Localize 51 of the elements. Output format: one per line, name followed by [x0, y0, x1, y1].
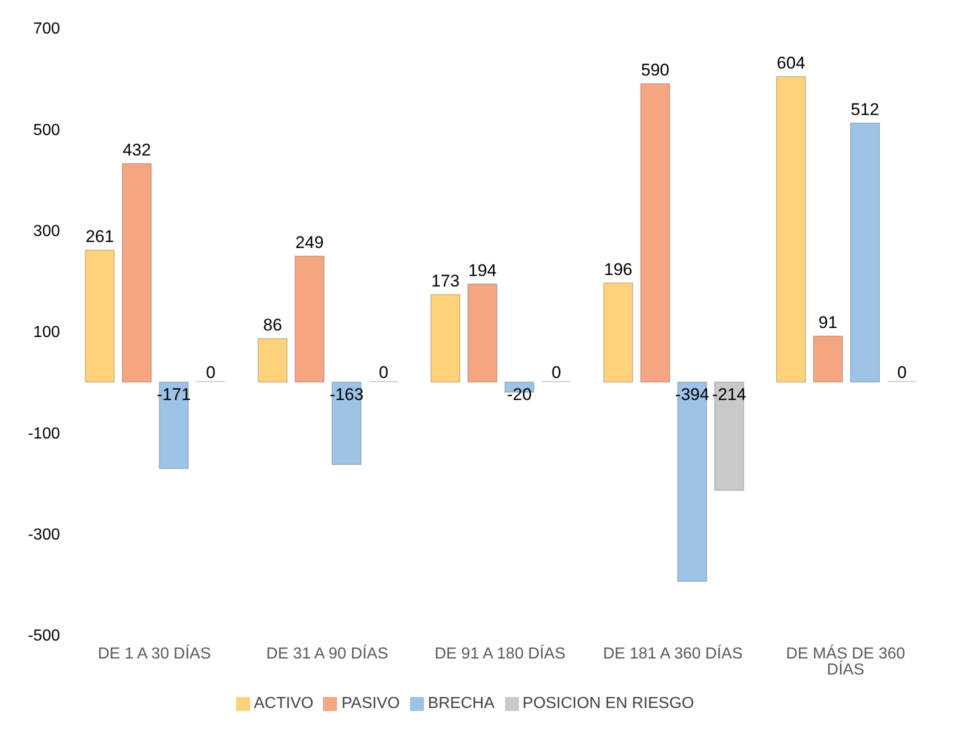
bar — [122, 163, 152, 383]
data-label: -171 — [156, 385, 191, 404]
data-label: 604 — [776, 54, 806, 73]
bar — [776, 76, 806, 383]
data-label: 261 — [86, 227, 114, 246]
x-tick-label: DE 31 A 90 DÍAS — [266, 644, 388, 662]
data-label: -214 — [712, 385, 746, 404]
bar — [294, 256, 325, 383]
bar — [677, 382, 708, 582]
x-tick-label: DE 1 A 30 DÍAS — [98, 644, 211, 662]
bar — [84, 250, 115, 383]
bar — [258, 338, 288, 383]
y-tick-label: -500 — [28, 628, 60, 645]
bar — [714, 382, 744, 491]
y-tick-label: -300 — [28, 526, 60, 544]
data-label: 91 — [818, 313, 838, 332]
bar — [467, 283, 498, 383]
data-label: 0 — [206, 363, 216, 382]
data-label: 194 — [468, 260, 497, 280]
bar — [850, 122, 880, 383]
legend-label: ACTIVO — [254, 695, 314, 712]
legend-label: PASIVO — [341, 695, 400, 712]
data-label: 590 — [640, 60, 670, 80]
data-label: 86 — [263, 316, 282, 335]
bar — [430, 294, 460, 383]
x-tick-label: DE MÁS DE 360 DÍAS — [786, 644, 906, 678]
bar — [640, 83, 670, 383]
bar — [603, 282, 634, 383]
y-tick-label: 500 — [33, 122, 60, 139]
data-label: -20 — [507, 385, 532, 404]
bar — [812, 336, 843, 383]
data-label: 432 — [122, 140, 151, 160]
data-label: 0 — [897, 363, 907, 382]
y-tick-label: -100 — [28, 425, 60, 442]
data-label: 196 — [604, 260, 632, 279]
data-label: 173 — [431, 272, 460, 291]
y-tick-label: 100 — [33, 324, 60, 342]
data-label: 512 — [850, 100, 880, 120]
y-tick-label: 300 — [33, 223, 60, 240]
data-label: 249 — [295, 233, 324, 252]
legend-label: POSICION EN RIESGO — [522, 695, 694, 712]
bar — [158, 382, 189, 470]
y-tick-label: 700 — [33, 20, 60, 38]
x-tick-label: DE 91 A 180 DÍAS — [434, 644, 566, 662]
x-tick-label: DE 181 A 360 DÍAS — [602, 644, 743, 662]
data-label: -394 — [675, 385, 710, 404]
legend-label: BRECHA — [428, 695, 495, 712]
data-label: -163 — [330, 385, 364, 404]
data-label: 0 — [378, 363, 388, 382]
data-label: 0 — [552, 363, 562, 382]
bar — [332, 382, 362, 466]
